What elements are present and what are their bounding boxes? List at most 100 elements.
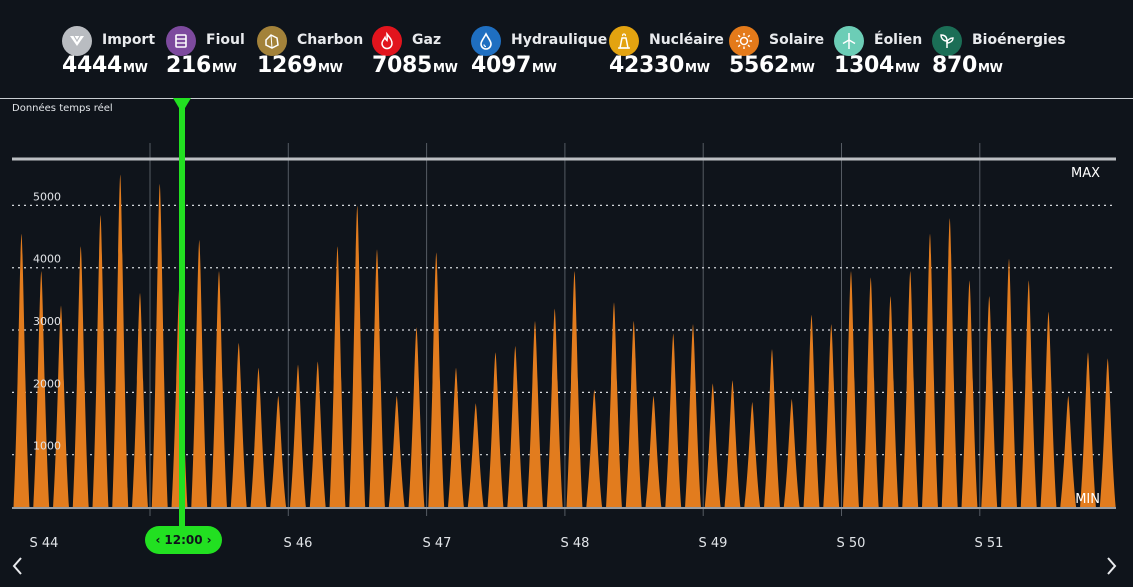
daily-peak xyxy=(586,389,603,508)
legend-name: Import xyxy=(102,32,156,48)
cursor-time: 12:00 xyxy=(164,533,203,547)
daily-peak xyxy=(862,277,879,508)
y-tick-label: 3000 xyxy=(33,315,61,328)
production-legend: Import 4444MW Fioul 216MW Charbon 1269MW… xyxy=(0,0,1133,99)
daily-peak xyxy=(783,398,800,508)
daily-peak xyxy=(685,324,701,508)
daily-peak xyxy=(902,271,919,508)
week-labels: S 44 S 46 S 47 S 48 S 49 S 50 S 51 xyxy=(30,536,1004,551)
coal-icon xyxy=(257,26,287,56)
daily-peak xyxy=(72,246,89,508)
daily-peak xyxy=(665,333,682,508)
daily-peak xyxy=(1060,395,1077,508)
legend-name: Éolien xyxy=(874,32,923,48)
y-tick-label: 5000 xyxy=(33,190,61,203)
daily-peak xyxy=(1040,311,1057,508)
cursor-handle[interactable] xyxy=(173,98,191,113)
legend-value: 216MW xyxy=(166,53,237,78)
daily-peak xyxy=(625,321,642,508)
daily-peak xyxy=(961,280,978,508)
daily-peak xyxy=(13,233,30,509)
daily-peak xyxy=(250,367,267,508)
legend-name: Hydraulique xyxy=(511,32,608,48)
daily-peak xyxy=(270,395,287,508)
daily-peak xyxy=(151,183,168,508)
daily-peak xyxy=(704,383,721,508)
legend-value: 1304MW xyxy=(834,53,920,78)
daily-peak xyxy=(941,218,958,508)
daily-peak xyxy=(230,342,247,508)
daily-peak xyxy=(546,308,563,508)
daily-peak xyxy=(645,395,662,508)
gas-flame-icon xyxy=(372,26,402,56)
chevron-right-icon xyxy=(1107,557,1117,575)
daily-peak xyxy=(744,402,761,508)
daily-peak xyxy=(882,296,899,508)
water-drop-icon xyxy=(471,26,501,56)
legend-name: Solaire xyxy=(769,32,825,48)
chevron-left-icon: ‹ xyxy=(155,533,161,547)
daily-peak xyxy=(290,364,306,508)
daily-peak xyxy=(112,174,129,508)
daily-peak xyxy=(1080,352,1096,508)
realtime-data-label: Données temps réel xyxy=(12,103,113,114)
legend-value: 4444MW xyxy=(62,53,148,78)
daily-peak xyxy=(369,249,385,508)
nuclear-icon xyxy=(609,26,639,56)
legend-name: Nucléaire xyxy=(649,32,724,48)
daily-peak xyxy=(527,321,543,508)
daily-peak xyxy=(764,349,780,508)
legend-name: Bioénergies xyxy=(972,32,1066,48)
week-label: S 44 xyxy=(30,536,59,551)
cursor-time-pill[interactable]: ‹ 12:00 › xyxy=(145,526,222,554)
legend-value: 5562MW xyxy=(729,53,815,78)
daily-peak xyxy=(467,403,484,508)
week-label: S 51 xyxy=(975,536,1004,551)
leaf-icon xyxy=(932,26,962,56)
import-icon xyxy=(62,26,92,56)
sun-icon xyxy=(729,26,759,56)
y-tick-label: 4000 xyxy=(33,253,61,266)
daily-peak xyxy=(428,252,445,508)
previous-period-button[interactable] xyxy=(9,555,25,577)
week-label: S 47 xyxy=(423,536,452,551)
y-tick-label: 1000 xyxy=(33,440,61,453)
legend-value: 870MW xyxy=(932,53,1003,78)
legend-value: 4097MW xyxy=(471,53,557,78)
daily-peak xyxy=(981,296,998,508)
legend-name: Fioul xyxy=(206,32,245,48)
week-label: S 50 xyxy=(837,536,866,551)
y-tick-label: 2000 xyxy=(33,377,61,390)
daily-peak xyxy=(53,305,69,508)
legend-value: 42330MW xyxy=(609,53,710,78)
time-cursor[interactable] xyxy=(173,98,191,527)
daily-peak xyxy=(823,324,840,508)
daily-peak xyxy=(211,271,227,508)
chevron-left-icon xyxy=(12,557,22,575)
legend-name: Charbon xyxy=(297,32,364,48)
daily-peak xyxy=(803,314,820,508)
week-label: S 46 xyxy=(284,536,313,551)
y-tick-labels: 1000 2000 3000 4000 5000 xyxy=(33,190,61,452)
daily-peak xyxy=(566,271,583,508)
daily-peak xyxy=(1020,280,1037,508)
daily-peak xyxy=(487,352,504,508)
daily-peak xyxy=(448,367,464,508)
daily-peak xyxy=(1001,258,1017,508)
solar-series xyxy=(13,174,1116,509)
daily-peak xyxy=(724,380,741,508)
daily-peak xyxy=(606,302,622,508)
week-label: S 48 xyxy=(561,536,590,551)
daily-peak xyxy=(408,327,425,508)
daily-peak xyxy=(309,361,326,508)
next-period-button[interactable] xyxy=(1104,555,1120,577)
min-label: MIN xyxy=(1075,492,1100,507)
week-label: S 49 xyxy=(699,536,728,551)
daily-peak xyxy=(388,395,405,508)
daily-peak xyxy=(191,240,208,508)
max-label: MAX xyxy=(1071,166,1100,181)
daily-peak xyxy=(132,292,148,508)
daily-peak xyxy=(329,246,346,508)
daily-peak xyxy=(92,215,109,508)
